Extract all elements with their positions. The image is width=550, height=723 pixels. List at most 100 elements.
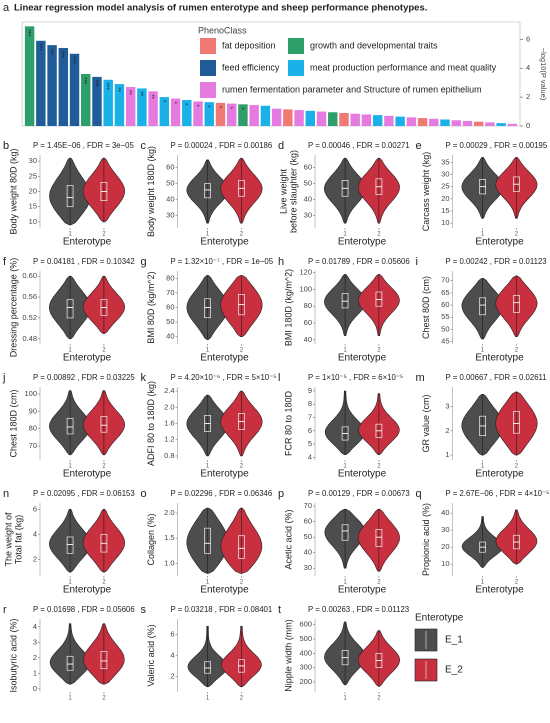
x-tick-label: 1 [343, 232, 347, 238]
x-tick-label: 1 [343, 464, 347, 470]
x-tick-label: 2 [515, 580, 519, 586]
x-tick-label: 1 [481, 232, 485, 238]
bar [47, 45, 57, 126]
panel-letter: t [278, 604, 281, 616]
y-tick-label: 2.0 [164, 402, 174, 411]
bar [283, 109, 293, 126]
y-axis-label: BMI 180D (kg/m^2) [283, 269, 293, 346]
stats-text: P = 0.03218 , FDR = 0.08401 [171, 605, 273, 614]
y-tick-label: 0.8 [164, 451, 174, 460]
bar [170, 98, 181, 126]
legend-label: fat deposition [222, 40, 276, 50]
y-tick-label: 0.48 [22, 334, 37, 343]
bar [125, 87, 136, 126]
y-tick-label: 50 [304, 179, 312, 188]
panel-letter: j [2, 372, 5, 384]
x-axis-label: Enterotype [63, 353, 112, 364]
x-tick-label: 2 [377, 348, 381, 354]
stats-text: P = 0.00046 , FDR = 0.00271 [308, 141, 410, 150]
x-axis-label: Enterotype [338, 237, 387, 248]
y-tick-label: 30 [304, 210, 312, 219]
stats-text: P = 1.45E−06 , FDR = 3e−05 [33, 141, 135, 150]
x-tick-label: 1 [68, 348, 72, 354]
y-axis-label: Chest 180D (cm) [8, 389, 18, 457]
bar [294, 110, 304, 126]
y-tick-label: 1.6 [164, 418, 174, 427]
y-tick-label: 40 [304, 335, 312, 344]
y-tick-label: 10 [441, 559, 449, 568]
x-tick-label: 2 [240, 348, 244, 354]
y-tick-label: 35 [441, 157, 449, 166]
x-axis-label: Enterotype [475, 237, 524, 248]
y-axis-label: −log10(P value) [539, 48, 548, 101]
y-tick-label: 30 [29, 156, 37, 165]
legend-title: PhenoClass [198, 25, 247, 35]
bar [103, 79, 113, 126]
bar [361, 114, 372, 126]
significance-label: * [204, 105, 210, 108]
x-axis-label: Enterotype [200, 353, 249, 364]
panel-letter: f [3, 256, 7, 268]
x-axis-label: Enterotype [475, 469, 524, 480]
bar [429, 118, 439, 126]
x-axis-label: Enterotype [200, 469, 249, 480]
y-tick-label: 2 [170, 671, 174, 680]
box [375, 529, 383, 547]
y-axis-label: before slaughter (kg) [288, 150, 298, 233]
box [479, 297, 486, 316]
significance-label: *** [58, 51, 64, 59]
y-tick-label: 9 [308, 386, 312, 395]
stats-text: P = 0.01789 , FDR = 0.05606 [308, 257, 410, 266]
x-axis-label: Enterotype [338, 353, 387, 364]
stats-text: P = 0.01698 , FDR = 0.05606 [33, 605, 135, 614]
y-axis-label: BMI 80D (kg/m^2) [146, 271, 156, 343]
x-axis-label: Enterotype [200, 237, 249, 248]
y-tick-label: 15 [29, 202, 37, 211]
y-tick-label: 2 [33, 653, 37, 662]
y-tick-label: 0.60 [22, 271, 37, 280]
significance-label: * [193, 104, 199, 107]
bar [148, 91, 158, 126]
y-tick-label: 1.2 [164, 435, 174, 444]
y-tick-label: 10 [29, 217, 37, 226]
y-tick-label: 90 [29, 406, 37, 415]
x-tick-label: 2 [515, 232, 519, 238]
box [238, 535, 245, 559]
bar [496, 123, 506, 126]
x-tick-label: 2 [377, 696, 381, 702]
panel-letter: n [3, 488, 9, 500]
x-tick-label: 2 [102, 348, 106, 354]
bar [485, 122, 495, 126]
x-tick-label: 2 [240, 696, 244, 702]
box [204, 661, 211, 674]
box [100, 651, 108, 670]
box [100, 416, 108, 433]
legend-label: feed efficiency [222, 62, 280, 72]
x-axis-label: Enterotype [338, 585, 387, 596]
y-tick-label: 500 [299, 634, 312, 643]
y-tick-label: 4 [526, 63, 530, 72]
stats-text: P = 0.00263 , FDR = 0.01123 [308, 605, 409, 614]
y-tick-label: 3 [445, 401, 449, 410]
significance-label: *** [36, 44, 42, 52]
legend-swatch [288, 38, 304, 54]
bar [507, 123, 518, 126]
y-axis-label: GR value (cm) [421, 394, 431, 452]
x-tick-label: 2 [377, 232, 381, 238]
y-tick-label: 4 [308, 452, 312, 461]
x-tick-label: 2 [240, 232, 244, 238]
y-tick-label: 10 [441, 218, 449, 227]
y-axis-label: Collagen (%) [146, 513, 156, 565]
y-tick-label: 20 [441, 194, 449, 203]
bar [137, 88, 147, 126]
y-axis-label: Live weight [278, 168, 288, 214]
y-tick-label: 0 [526, 121, 530, 130]
plot-frame [21, 21, 521, 127]
y-tick-label: 25 [441, 182, 449, 191]
x-axis-label: Enterotype [475, 353, 524, 364]
y-axis-label: Valeric acid (%) [146, 624, 156, 686]
x-tick-label: 1 [343, 580, 347, 586]
x-tick-label: 1 [206, 696, 210, 702]
x-tick-label: 1 [206, 348, 210, 354]
